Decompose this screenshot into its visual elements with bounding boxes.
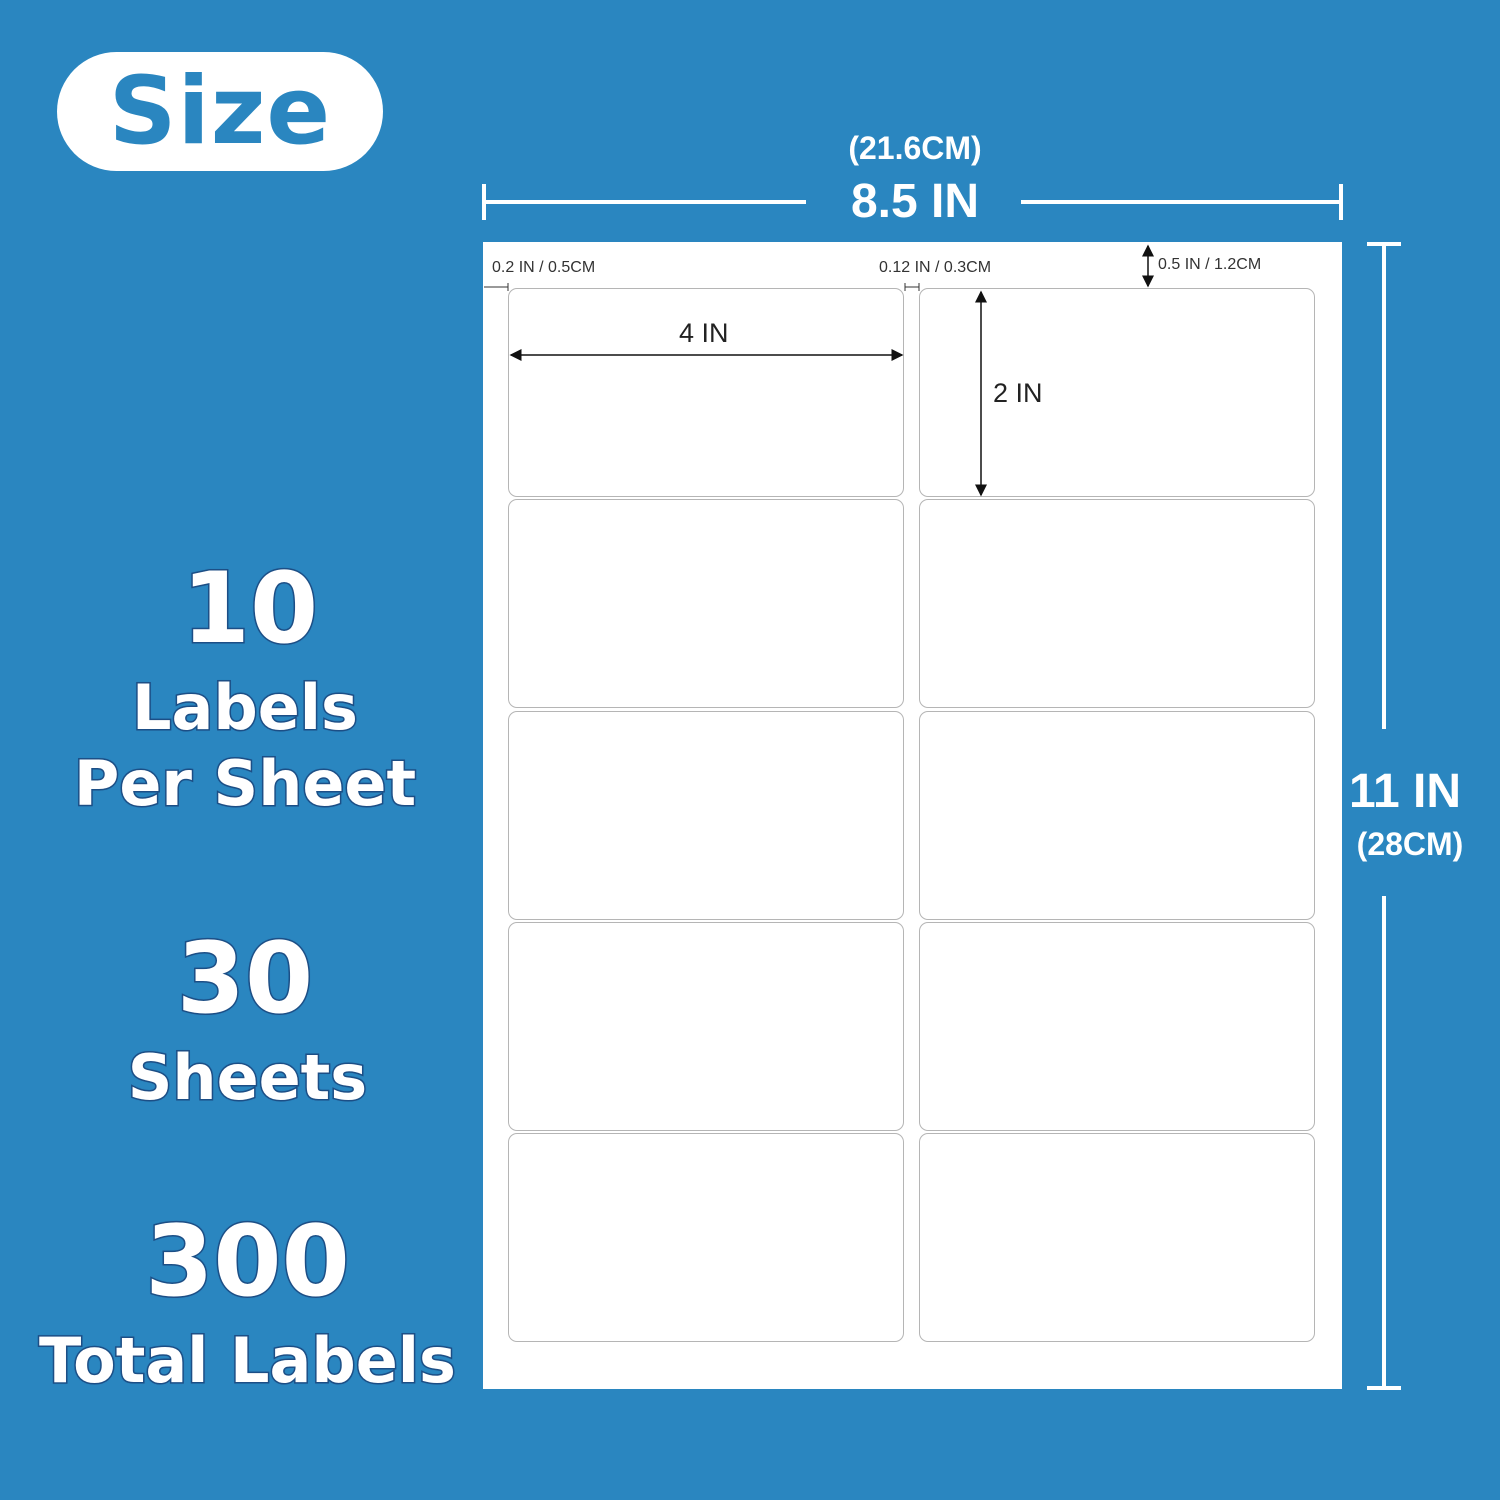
height-imperial: 11 IN [1348, 765, 1462, 818]
width-line-left [484, 200, 806, 204]
label-width-text: 4 IN [679, 318, 729, 348]
width-tick-left [482, 184, 486, 220]
height-tick-bottom [1367, 1386, 1401, 1390]
labels-per-sheet-text-1: Labels [131, 670, 360, 746]
label-cell [919, 1133, 1315, 1343]
height-line-top [1382, 243, 1386, 729]
label-cell [508, 710, 904, 920]
top-margin-label: 0.5 IN / 1.2CM [1158, 256, 1262, 273]
total-labels-text: Total Labels [38, 1323, 458, 1399]
label-cell [508, 288, 904, 497]
label-cell [508, 1133, 904, 1343]
size-badge-label: Size [108, 57, 332, 166]
label-cell [508, 499, 904, 709]
gap-label: 0.12 IN / 0.3CM [879, 259, 992, 276]
labels-per-sheet-text-2: Per Sheet [72, 746, 417, 822]
width-imperial: 8.5 IN [850, 175, 980, 228]
height-line-bottom [1382, 896, 1386, 1388]
label-cell [919, 710, 1315, 920]
width-metric: (21.6CM) [848, 130, 982, 166]
sheets-number: 30 [175, 922, 314, 1036]
total-labels-number: 300 [144, 1205, 352, 1319]
side-margin-label: 0.2 IN / 0.5CM [492, 259, 596, 276]
dimension-arrows [484, 244, 1154, 497]
label-cell [919, 921, 1315, 1131]
side-margin-marker [484, 283, 509, 291]
sheets-text: Sheets [126, 1040, 368, 1116]
label-cell [919, 499, 1315, 709]
width-tick-right [1339, 184, 1343, 220]
size-badge: Size [57, 52, 383, 171]
labels-per-sheet-number: 10 [180, 552, 319, 666]
label-sheet: 0.2 IN / 0.5CM 0.12 IN / 0.3CM 0.5 IN / … [483, 242, 1342, 1389]
height-tick-top [1367, 242, 1401, 246]
height-metric: (28CM) [1356, 826, 1464, 862]
label-cell [508, 921, 904, 1131]
label-height-text: 2 IN [993, 378, 1043, 408]
width-line-right [1021, 200, 1342, 204]
gap-marker [904, 283, 920, 291]
